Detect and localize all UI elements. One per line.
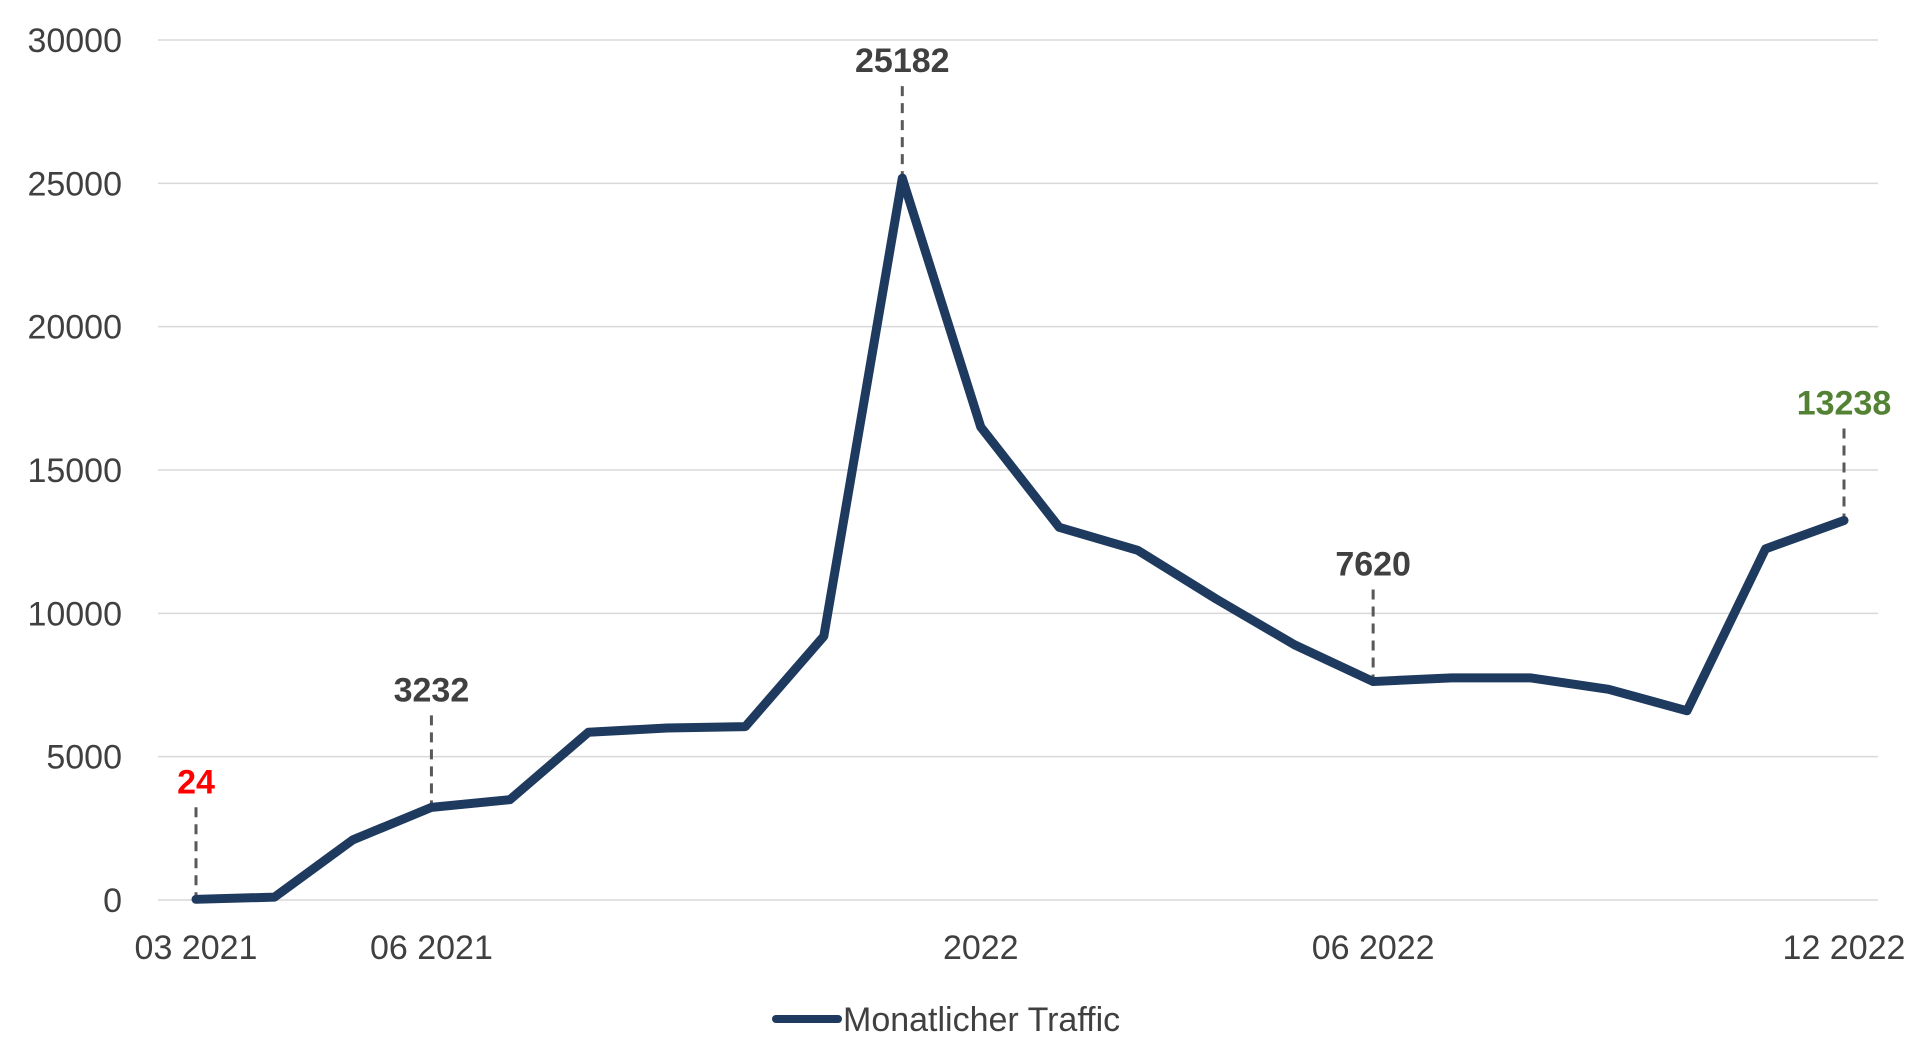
y-tick-label: 0 bbox=[103, 882, 122, 920]
x-tick-label: 03 2021 bbox=[135, 929, 258, 967]
data-label: 24 bbox=[177, 763, 215, 801]
series-layer bbox=[191, 173, 1849, 904]
data-labels: 24 3232 25182 7620 13238 bbox=[177, 42, 1891, 801]
x-tick-label: 06 2021 bbox=[370, 929, 493, 967]
grid-lines bbox=[158, 39, 1878, 901]
x-tick-label: 12 2022 bbox=[1783, 929, 1906, 967]
y-axis: 0 5000 10000 15000 20000 25000 30000 bbox=[27, 22, 122, 920]
y-tick-label: 5000 bbox=[46, 739, 122, 777]
x-tick-label: 2022 bbox=[943, 929, 1019, 967]
x-axis: 03 2021 06 2021 2022 06 2022 12 2022 bbox=[135, 929, 1906, 967]
data-label: 13238 bbox=[1797, 385, 1892, 423]
y-tick-label: 10000 bbox=[27, 595, 122, 633]
y-tick-label: 25000 bbox=[27, 165, 122, 203]
y-tick-label: 30000 bbox=[27, 22, 122, 60]
y-tick-label: 15000 bbox=[27, 452, 122, 490]
legend: Monatlicher Traffic bbox=[772, 1001, 1120, 1039]
y-tick-label: 20000 bbox=[27, 309, 122, 347]
series-line bbox=[191, 173, 1849, 904]
data-label: 3232 bbox=[394, 671, 470, 709]
annotation-leaders bbox=[194, 86, 1846, 900]
data-label: 25182 bbox=[855, 42, 950, 80]
x-tick-label: 06 2022 bbox=[1312, 929, 1435, 967]
legend-label: Monatlicher Traffic bbox=[843, 1001, 1120, 1039]
data-label: 7620 bbox=[1335, 546, 1411, 584]
